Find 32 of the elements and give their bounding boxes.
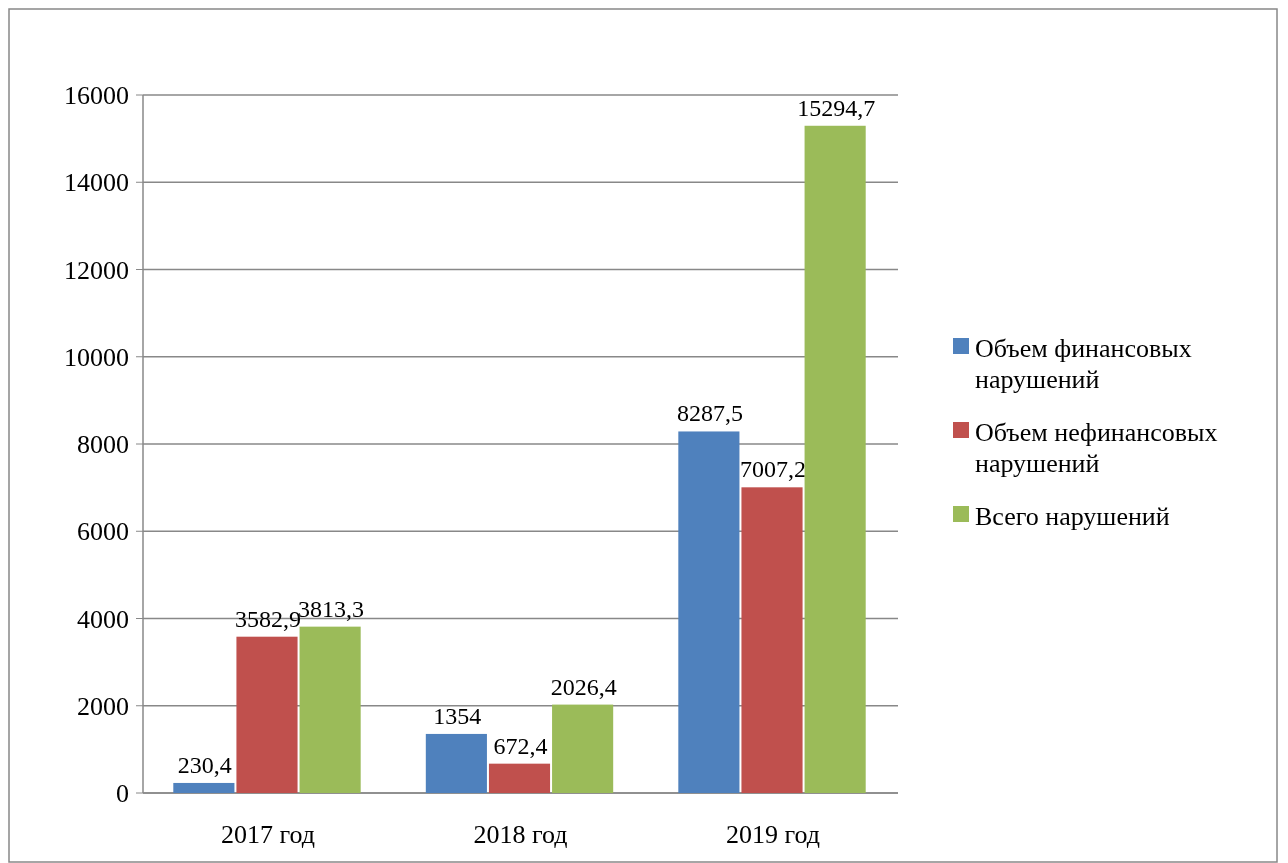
y-tick-label: 16000 [64,81,129,111]
y-tick-label: 0 [116,779,129,809]
bar [173,782,235,793]
data-label: 15294,7 [797,94,876,121]
data-label: 1354 [433,702,482,729]
x-tick-label: 2019 год [726,820,821,849]
y-tick-label: 10000 [64,342,129,372]
data-label: 7007,2 [740,456,807,483]
data-label: 672,4 [493,732,548,759]
bar [741,487,803,793]
y-tick-label: 6000 [77,517,129,547]
y-tick-label: 12000 [64,255,129,285]
bar [804,125,866,793]
bar [488,763,551,793]
y-tick-label: 4000 [77,604,129,634]
data-label: 230,4 [177,751,232,778]
legend-label: Всего нарушений [975,502,1170,532]
data-label: 3582,9 [234,605,301,632]
data-label: 2026,4 [550,673,617,700]
bar [678,431,740,793]
bar [236,636,298,793]
y-tick-label: 2000 [77,691,129,721]
x-tick-label: 2018 год [473,820,568,849]
legend-label: Объем нефинансовых нарушений [975,418,1218,479]
bar [552,704,614,793]
y-tick-label: 14000 [64,168,129,198]
x-tick-label: 2017 год [220,820,315,849]
legend-label: Объем финансовых нарушений [975,334,1192,395]
data-label: 8287,5 [676,400,743,427]
bar [425,733,487,793]
bar [299,626,361,793]
y-tick-label: 8000 [77,430,129,460]
